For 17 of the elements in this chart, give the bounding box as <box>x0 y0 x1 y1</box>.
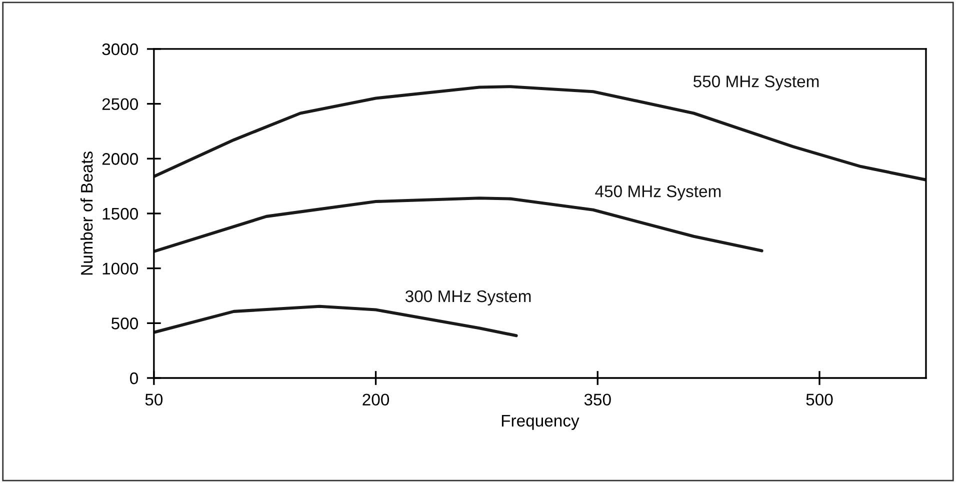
y-tick-label: 1500 <box>102 208 138 220</box>
x-axis-title: Frequency <box>502 414 580 430</box>
x-tick-label: 500 <box>806 394 833 406</box>
y-axis-title: Number of Beats <box>80 152 93 275</box>
y-tick-label: 0 <box>130 372 138 384</box>
series-label: 300 MHz System <box>405 290 531 306</box>
x-tick-label: 50 <box>145 394 163 406</box>
series-label: 450 MHz System <box>595 185 721 201</box>
y-tick-label: 2000 <box>102 153 138 165</box>
x-tick-label: 350 <box>584 394 611 406</box>
y-tick-label: 2500 <box>102 98 138 110</box>
y-tick-label: 3000 <box>102 43 138 56</box>
y-tick-label: 1000 <box>102 262 138 275</box>
line-series <box>154 304 518 338</box>
y-tick-label: 500 <box>112 318 138 330</box>
x-tick-label: 200 <box>362 394 390 406</box>
series-label: 550 MHz System <box>693 76 819 91</box>
